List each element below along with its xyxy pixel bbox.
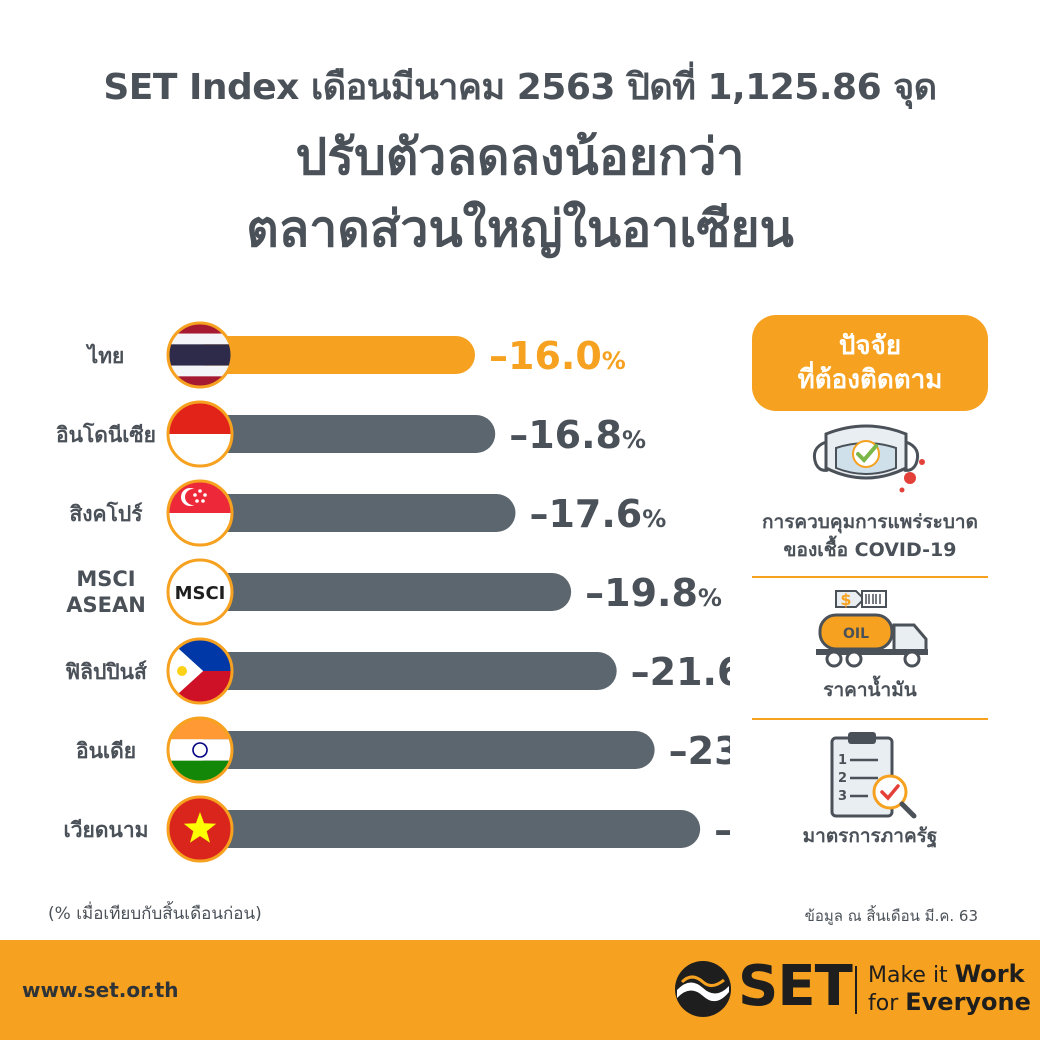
vietnam-flag-ring xyxy=(166,795,234,863)
singapore-flag xyxy=(166,479,234,547)
category-label: อินโดนีเซีย xyxy=(56,422,156,447)
category-label: ฟิลิปปินส์ xyxy=(65,660,147,684)
factor-government-line-1: มาตรการภาครัฐ xyxy=(802,825,938,847)
category-label: เวียดนาม xyxy=(64,818,149,842)
philippines-flag xyxy=(166,637,234,705)
clipboard-number-2: 2 xyxy=(838,771,847,786)
msci-logo: MSCI xyxy=(166,558,234,626)
website-link[interactable]: www.set.or.th xyxy=(22,978,179,1002)
value-label: –17.6% xyxy=(529,492,666,536)
oil-truck-icon: OIL $ xyxy=(816,590,928,668)
tagline-text-2: for xyxy=(868,991,906,1016)
philippines-flag-ring xyxy=(166,637,234,705)
clipboard-check-icon: 1 2 3 xyxy=(830,732,917,819)
value-label: –23.1% xyxy=(669,729,730,773)
set-brand-wordmark: SET xyxy=(738,954,853,1019)
value-label: –19.8% xyxy=(585,571,722,615)
factor-divider xyxy=(752,718,988,720)
set-logo-icon xyxy=(675,961,731,1017)
headline-line-3: ตลาดส่วนใหญ่ในอาเซียน xyxy=(246,200,794,258)
bar-3 xyxy=(200,573,572,611)
factor-covid-line-2: ของเชื้อ COVID-19 xyxy=(783,539,957,561)
tagline-text-1: Make it xyxy=(868,963,955,988)
value-label: –16.0% xyxy=(489,334,626,378)
factors-title-badge: ปัจจัย ที่ต้องติดตาม xyxy=(752,315,988,411)
thailand-flag xyxy=(166,321,234,389)
brand-divider xyxy=(855,966,857,1014)
factor-government-label: มาตรการภาครัฐ xyxy=(740,822,1000,850)
indonesia-flag xyxy=(166,400,234,468)
value-label: –24.9% xyxy=(714,808,730,852)
tagline-line-2: for Everyone xyxy=(868,988,1031,1016)
india-flag xyxy=(166,716,234,784)
bar-1 xyxy=(200,415,496,453)
clipboard-number-1: 1 xyxy=(838,753,847,768)
bar-6 xyxy=(200,810,701,848)
factor-covid-line-1: การควบคุมการแพร่ระบาด xyxy=(762,511,978,533)
factor-divider xyxy=(752,576,988,578)
factor-covid-label: การควบคุมการแพร่ระบาด ของเชื้อ COVID-19 xyxy=(740,508,1000,564)
category-label: ไทย xyxy=(86,343,125,368)
bar-0 xyxy=(200,336,475,374)
value-label: –21.6% xyxy=(631,650,730,694)
msci-logo-text: MSCI xyxy=(175,583,226,604)
indonesia-flag-ring xyxy=(166,400,234,468)
footnote-comparison: (% เมื่อเทียบกับสิ้นเดือนก่อน) xyxy=(48,904,262,924)
bar-4 xyxy=(200,652,617,690)
singapore-flag-ring xyxy=(166,479,234,547)
factors-title-line-2: ที่ต้องติดตาม xyxy=(797,365,943,395)
headline-line-2: ปรับตัวลดลงน้อยกว่า xyxy=(295,128,745,186)
footer-bar: www.set.or.th SET Make it Work for Every… xyxy=(0,940,1040,1040)
tagline-line-1: Make it Work xyxy=(868,960,1025,988)
vietnam-flag xyxy=(166,795,234,863)
category-label: สิงคโปร์ xyxy=(69,501,143,526)
india-flag-ring xyxy=(166,716,234,784)
face-mask-virus-icon xyxy=(812,424,925,493)
factor-oil-label: ราคาน้ำมัน xyxy=(740,676,1000,704)
category-label: อินเดีย xyxy=(76,739,136,763)
thailand-flag-ring xyxy=(166,321,234,389)
bar-5 xyxy=(200,731,655,769)
factors-title-line-1: ปัจจัย xyxy=(838,331,902,361)
bar-2 xyxy=(200,494,516,532)
market-change-bar-chart: ไทย –16.0% อินโดนีเซีย –16.8% สิงคโปร์ –17.6%… xyxy=(56,321,730,863)
headline-line-1: SET Index เดือนมีนาคม 2563 ปิดที่ 1,125.… xyxy=(103,67,937,108)
tagline-bold-2: Everyone xyxy=(905,988,1031,1016)
clipboard-number-3: 3 xyxy=(838,789,847,804)
factor-oil-line-1: ราคาน้ำมัน xyxy=(823,679,917,701)
footnote-data-date: ข้อมูล ณ สิ้นเดือน มี.ค. 63 xyxy=(804,907,978,925)
value-label: –16.8% xyxy=(509,413,646,457)
msci-logo-ring xyxy=(166,558,234,626)
category-label: MSCI ASEAN xyxy=(66,567,146,617)
oil-truck-label: OIL xyxy=(843,626,869,642)
svg-text:$: $ xyxy=(840,590,851,609)
tagline-bold-1: Work xyxy=(954,960,1025,988)
